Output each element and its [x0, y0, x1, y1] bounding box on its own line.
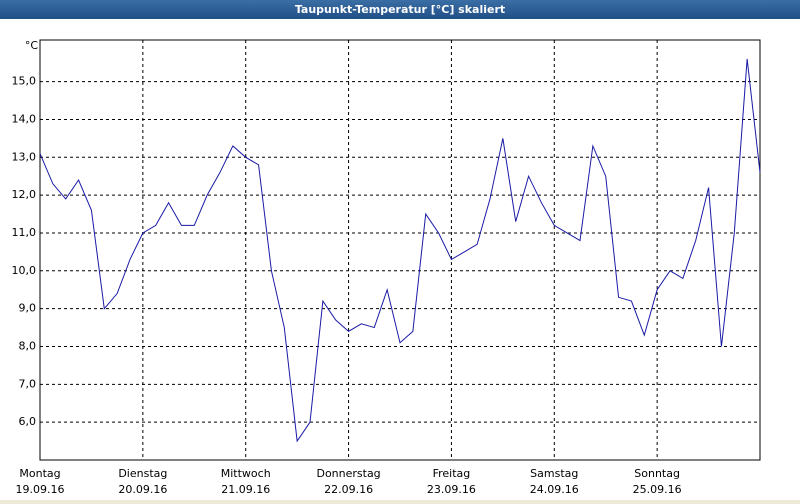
x-tick-date: 21.09.16 — [221, 483, 270, 496]
x-tick-label: Dienstag — [118, 467, 167, 480]
y-tick-label: 9,0 — [19, 302, 37, 315]
y-tick-label: 13,0 — [12, 150, 37, 163]
y-tick-label: 10,0 — [12, 264, 37, 277]
y-tick-label: 6,0 — [19, 415, 37, 428]
plot-area — [39, 39, 761, 461]
x-tick-label: Sonntag — [634, 467, 680, 480]
y-tick-label: 14,0 — [12, 112, 37, 125]
x-tick-date: 24.09.16 — [530, 483, 579, 496]
x-tick-date: 22.09.16 — [324, 483, 373, 496]
x-tick-date: 19.09.16 — [16, 483, 65, 496]
x-tick-label: Montag — [19, 467, 60, 480]
x-tick-label: Samstag — [530, 467, 578, 480]
x-tick-date: 23.09.16 — [427, 483, 476, 496]
y-tick-label: 8,0 — [19, 339, 37, 352]
x-tick-date: 25.09.16 — [633, 483, 682, 496]
title-bar — [0, 0, 800, 19]
y-tick-label: 11,0 — [12, 226, 37, 239]
data-line — [39, 58, 761, 443]
y-tick-label: 15,0 — [12, 75, 37, 88]
x-tick-label: Freitag — [433, 467, 471, 480]
x-tick-label: Donnerstag — [316, 467, 380, 480]
y-axis-label: °C — [25, 39, 39, 52]
chart-title: Taupunkt-Temperatur [°C] skaliert — [295, 3, 505, 16]
y-tick-label: 7,0 — [19, 377, 37, 390]
x-tick-date: 20.09.16 — [118, 483, 167, 496]
x-tick-label: Mittwoch — [221, 467, 271, 480]
y-tick-label: 12,0 — [12, 188, 37, 201]
